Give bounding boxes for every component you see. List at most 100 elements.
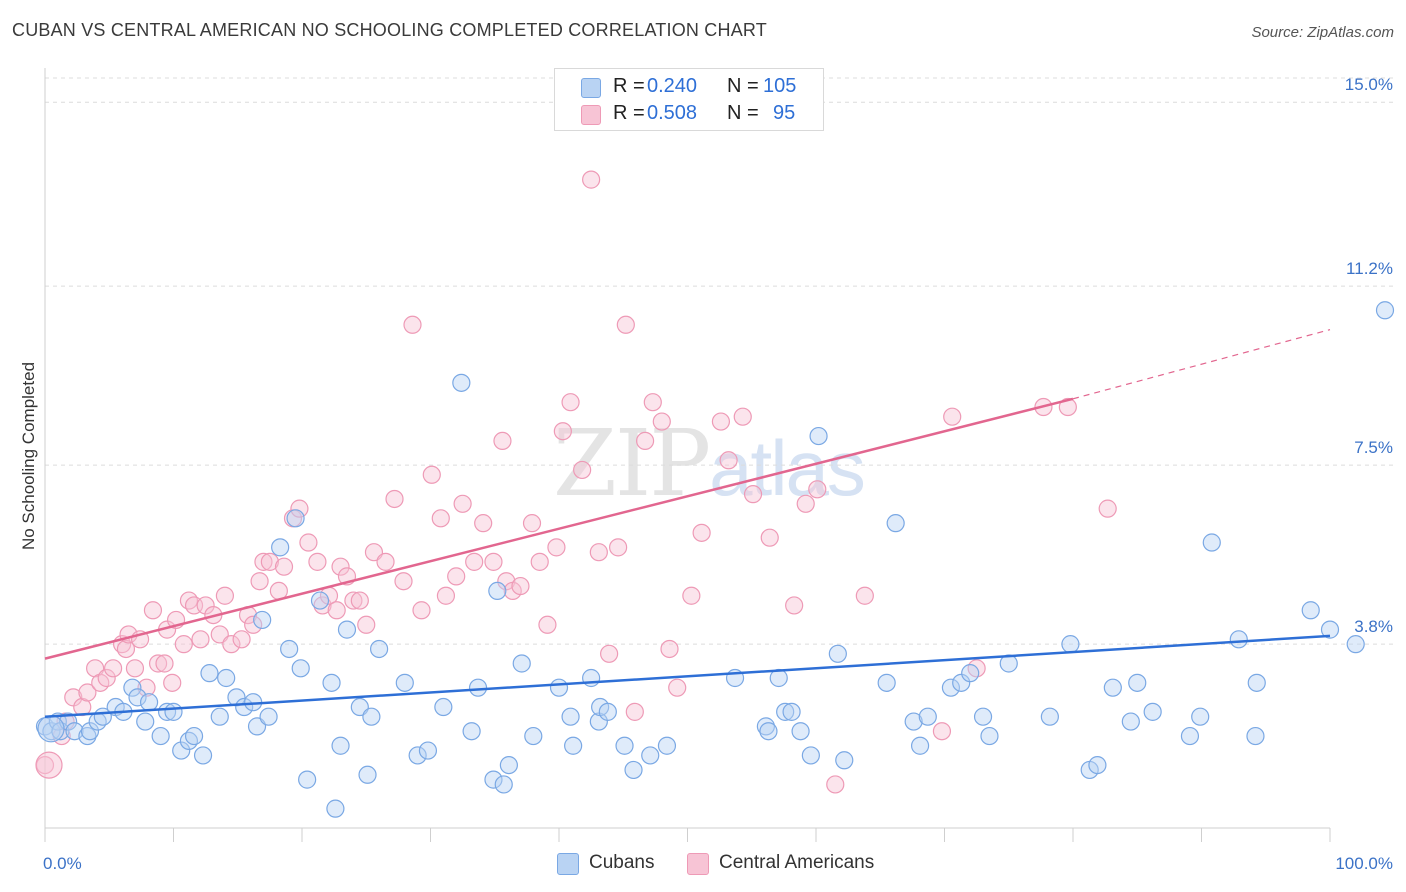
central-point	[453, 494, 472, 513]
central-point	[808, 480, 827, 499]
cuban-point	[615, 736, 634, 755]
watermark-atlas: atlas	[709, 424, 866, 512]
cuban-point	[395, 673, 414, 692]
cuban-point	[499, 755, 518, 775]
cuban-point	[298, 770, 317, 789]
central-point	[174, 635, 193, 654]
cuban-point	[322, 673, 341, 692]
cuban-point	[358, 765, 377, 784]
central-cluster-point	[35, 751, 63, 779]
cuban-point	[139, 693, 159, 712]
central-point	[179, 591, 199, 610]
watermark-zip: ZIP	[553, 410, 711, 517]
cuban-point	[462, 722, 481, 741]
cuban-point	[641, 746, 660, 765]
cuban-point	[200, 664, 219, 683]
central-point	[364, 543, 384, 562]
axes	[44, 68, 1331, 842]
tick-labels: 3.8% 7.5% 11.2% 15.0% 0.0% 100.0%	[43, 75, 1393, 873]
cubans-trend-line	[44, 634, 1331, 718]
cuban-point	[973, 707, 993, 726]
central-point	[254, 552, 273, 571]
cubans-points	[35, 301, 1395, 818]
central-point	[331, 557, 350, 576]
central-point	[635, 431, 655, 451]
cuban-point	[904, 712, 923, 731]
central-point	[1098, 499, 1117, 518]
cuban-point	[1128, 673, 1147, 692]
cuban-point	[657, 736, 677, 755]
central-point	[191, 630, 210, 649]
central-point	[785, 596, 804, 615]
central-point	[943, 407, 962, 426]
central-point	[538, 615, 557, 634]
central-point	[327, 601, 346, 620]
cuban-point	[217, 668, 236, 688]
central-point	[1058, 397, 1077, 417]
central-point	[760, 528, 779, 547]
central-point	[143, 601, 163, 620]
central-point	[344, 591, 363, 610]
cuban-point	[1246, 726, 1265, 746]
central-point	[299, 533, 318, 552]
cuban-point	[286, 509, 305, 528]
central-point	[582, 170, 601, 189]
central-point	[394, 572, 413, 591]
cuban-point	[172, 741, 191, 760]
central-point	[308, 552, 327, 571]
cuban-point	[184, 726, 204, 746]
cuban-point	[910, 736, 930, 755]
cuban-point	[1088, 755, 1107, 775]
central-point	[376, 552, 395, 571]
central-point	[222, 635, 241, 654]
cuban-point	[280, 639, 299, 659]
cuban-point	[980, 726, 999, 746]
cuban-point	[1320, 620, 1340, 639]
central-trend-line	[44, 397, 1074, 660]
cuban-point	[136, 712, 155, 731]
cuban-point	[1202, 533, 1221, 552]
cuban-point	[418, 741, 438, 760]
trend-lines	[44, 329, 1331, 718]
central-point	[600, 644, 619, 663]
central-point	[260, 552, 279, 571]
cuban-point	[1121, 712, 1140, 731]
central-point	[412, 601, 431, 620]
central-point	[522, 514, 542, 533]
y-tick-label: 11.2%	[1346, 259, 1393, 278]
cuban-point	[452, 373, 471, 392]
central-point	[104, 659, 123, 678]
cuban-point	[331, 736, 350, 755]
cuban-cluster-point	[37, 715, 65, 743]
central-point	[215, 586, 234, 605]
cuban-point	[128, 688, 147, 707]
central-point	[553, 422, 572, 441]
central-point	[196, 596, 215, 615]
legend-row-central: R = 0.508 N = 95	[555, 102, 823, 126]
central-trend-extension	[1072, 329, 1331, 400]
cuban-point	[564, 736, 583, 755]
cuban-point	[337, 620, 357, 639]
legend-n-label: N =	[727, 102, 759, 124]
central-point	[573, 460, 592, 480]
x-tick-label-max: 100.0%	[1335, 854, 1393, 873]
cubans-swatch	[557, 853, 579, 875]
cuban-point	[1247, 673, 1266, 692]
central-point	[826, 775, 845, 794]
central-point	[493, 431, 512, 451]
cuban-point	[164, 702, 183, 721]
central-point	[589, 543, 608, 562]
chart-title: CUBAN VS CENTRAL AMERICAN NO SCHOOLING C…	[12, 20, 767, 40]
cuban-point	[801, 746, 820, 765]
central-point	[290, 499, 309, 518]
source-label: Source: ZipAtlas.com	[1251, 24, 1394, 41]
central-point	[403, 315, 422, 334]
cuban-point	[1375, 301, 1395, 320]
central-point	[210, 625, 229, 644]
central-point	[932, 722, 952, 741]
cuban-point	[484, 770, 503, 789]
central-point	[155, 654, 174, 673]
cuban-point	[624, 760, 643, 780]
cuban-point	[1103, 678, 1122, 697]
